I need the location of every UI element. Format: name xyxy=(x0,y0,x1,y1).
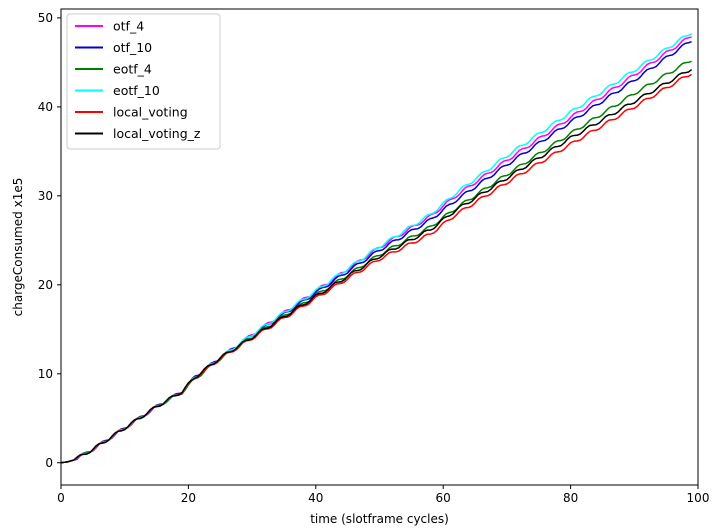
legend-label: eotf_4 xyxy=(113,62,152,77)
legend-label: local_voting xyxy=(113,105,188,120)
y-tick-label: 10 xyxy=(38,367,53,381)
x-tick-label: 100 xyxy=(687,491,710,505)
y-tick-label: 50 xyxy=(38,11,53,25)
y-tick-label: 30 xyxy=(38,189,53,203)
x-axis-title: time (slotframe cycles) xyxy=(310,512,449,526)
legend: otf_4 otf_10 eotf_4 eotf_10 local_votingloca… xyxy=(66,13,221,150)
y-tick-label: 0 xyxy=(45,456,53,470)
legend-box xyxy=(66,13,221,150)
x-tick-label: 0 xyxy=(57,491,65,505)
x-tick-label: 80 xyxy=(563,491,578,505)
x-axis: 0 20 40 60 80 100 xyxy=(57,485,709,505)
x-tick-label: 40 xyxy=(308,491,323,505)
series-line-local-voting-z xyxy=(60,68,693,464)
legend-label: local_voting_z xyxy=(113,126,201,141)
y-tick-label: 40 xyxy=(38,100,53,114)
y-axis-title: chargeConsumed x1e5 xyxy=(11,178,25,317)
plot-frame xyxy=(60,8,699,486)
legend-label: otf_10 xyxy=(113,40,152,55)
y-axis: 0 10 20 30 40 50 xyxy=(38,11,61,470)
legend-label: eotf_10 xyxy=(113,83,160,98)
y-tick-label: 20 xyxy=(38,278,53,292)
x-tick-label: 20 xyxy=(181,491,196,505)
plot-area xyxy=(60,32,693,464)
x-tick-label: 60 xyxy=(436,491,451,505)
legend-label: otf_4 xyxy=(113,19,144,34)
